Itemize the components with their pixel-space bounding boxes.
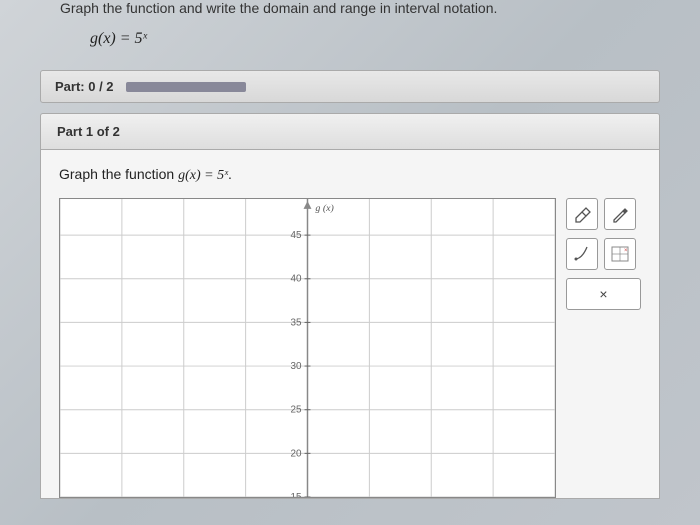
graph-canvas[interactable]: g (x) 45 40 35 30 25 20 15 [59,198,556,498]
close-icon: × [599,286,607,302]
progress-indicator [126,82,246,92]
eraser-button[interactable] [566,198,598,230]
part-progress-label: Part: 0 / 2 [55,79,114,94]
svg-text:×: × [624,248,628,254]
close-tool-button[interactable]: × [566,278,641,310]
part-title: Part 1 of 2 [40,113,660,150]
pencil-icon [611,205,629,223]
curve-icon [573,245,591,263]
svg-text:20: 20 [291,448,302,459]
point-button[interactable]: × [604,238,636,270]
svg-text:25: 25 [291,405,302,416]
question-prompt: Graph the function and write the domain … [0,0,700,24]
svg-text:15: 15 [291,492,302,497]
svg-text:g (x): g (x) [315,203,333,214]
svg-text:45: 45 [291,230,302,241]
graph-instruction: Graph the function g(x) = 5ˣ. [59,166,641,184]
pencil-button[interactable] [604,198,636,230]
svg-text:35: 35 [291,317,302,328]
graph-grid: g (x) 45 40 35 30 25 20 15 [60,199,555,497]
instruction-formula: g(x) = 5ˣ [178,168,228,183]
tool-panel: × × [566,198,641,498]
svg-text:40: 40 [291,274,302,285]
question-formula: g(x) = 5ˣ [0,24,700,60]
part-body: Graph the function g(x) = 5ˣ. g (x) 45 40 3… [40,150,660,499]
point-icon: × [610,245,630,263]
instruction-prefix: Graph the function [59,166,178,182]
part-progress-bar: Part: 0 / 2 [40,70,660,103]
curve-button[interactable] [566,238,598,270]
eraser-icon [573,205,591,223]
graph-area: g (x) 45 40 35 30 25 20 15 [59,198,641,498]
svg-text:30: 30 [291,361,302,372]
instruction-suffix: . [228,166,232,182]
